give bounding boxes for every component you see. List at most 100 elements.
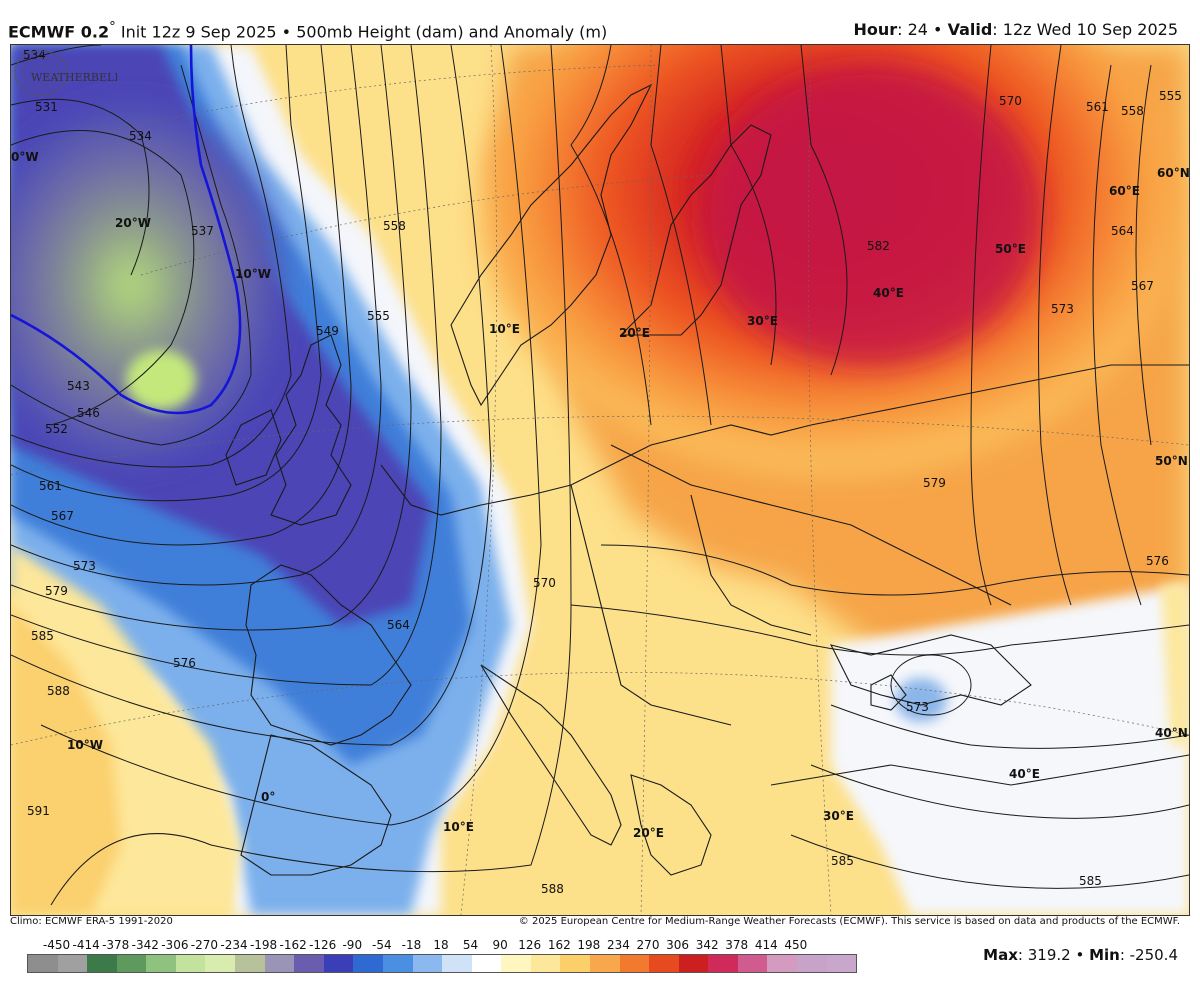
colorbar-swatch [382,955,413,972]
contour-label: 588 [541,882,564,896]
colorbar-swatch [175,955,206,972]
contour-label: 573 [73,559,96,573]
colorbar-swatch [57,955,88,972]
grid-label: 10°W [67,738,103,752]
grid-label: 0° [261,790,275,804]
colorbar-tick-label: -198 [249,938,278,952]
contour-537-highlight [11,45,242,415]
grid-label: 60°E [1109,184,1140,198]
product-name: 500mb Height (dam) and Anomaly (m) [296,22,608,42]
init-time: Init 12z 9 Sep 2025 [115,22,277,42]
contour-label: 555 [1159,89,1182,103]
map-panel: 534 531 534 537 549 555 558 543 546 552 … [10,44,1190,916]
title-bullet: • [276,22,297,42]
colorbar-tick-label: 234 [606,938,630,952]
grid-label: 20°E [633,826,664,840]
copyright-credit: © 2025 European Centre for Medium-Range … [518,916,1180,927]
contour-label: 585 [31,629,54,643]
grid-label: 50°N [1155,454,1188,468]
colorbar-swatch [471,955,502,972]
colorbar-tick-label: -378 [102,938,130,952]
colorbar-swatch [530,955,561,972]
colorbar-swatch [589,955,620,972]
colorbar-swatch [678,955,709,972]
grid-label: 60°N [1157,166,1189,180]
height-contours [11,45,1189,906]
climo-credit: Climo: ECMWF ERA-5 1991-2020 [10,916,173,927]
credits: Climo: ECMWF ERA-5 1991-2020 © 2025 Euro… [10,916,1188,930]
anomaly-shading [11,45,1189,915]
grid-label: 10°E [489,322,520,336]
colorbar-swatch [442,955,472,972]
logo-text: WEATHERBELL [31,71,117,84]
coastlines [225,83,1189,876]
contour-label: 585 [1079,874,1102,888]
contour-label: 588 [47,684,70,698]
colorbar-swatch [412,955,443,972]
contour-label: 573 [1051,302,1074,316]
colorbar-tick-label: 162 [547,938,571,952]
colorbar-tick-label: 90 [492,938,508,952]
colorbar-swatch [826,955,857,972]
grid-label: 30°E [747,314,778,328]
contour-label: 573 [906,700,929,714]
max-min-readout: Max: 319.2 • Min: -250.4 [983,946,1178,964]
colorbar-tick-label: 18 [433,938,449,952]
grid-label: 20°E [619,326,650,340]
contour-label: 582 [867,239,890,253]
valid-bullet: • [927,20,948,39]
colorbar-tick-label: -342 [131,938,159,952]
colorbar-tick-label: -162 [279,938,307,952]
contour-label: 564 [1111,224,1134,238]
colorbar-swatch [767,955,798,972]
grid-label: 0°W [11,150,39,164]
colorbar-swatch [737,955,768,972]
contour-label: 567 [1131,279,1154,293]
colorbar-tick-label: 54 [462,938,479,952]
contour-label: 585 [831,854,854,868]
max-label: Max [983,946,1018,964]
contour-labels: 534 531 534 537 549 555 558 543 546 552 … [23,48,1182,896]
valid-time: Hour: 24 • Valid: 12z Wed 10 Sep 2025 [853,20,1178,39]
colorbar-tick-label: 126 [518,938,542,952]
contour-label: 549 [316,324,339,338]
grid-label: 10°W [235,267,271,281]
contour-label: 570 [999,94,1022,108]
colorbar-tick-label: -450 [42,938,71,952]
grid-label: 10°E [443,820,474,834]
contour-label: 576 [1146,554,1169,568]
grid-labels: 0°W 20°W 10°W 10°E 20°E 30°E 40°E 50°E 6… [11,150,1189,840]
contour-label: 591 [27,804,50,818]
contour-label: 579 [923,476,946,490]
map-title: ECMWF 0.2° Init 12z 9 Sep 2025 • 500mb H… [8,20,607,41]
contour-label: 555 [367,309,390,323]
colorbar-tick-label: 378 [725,938,749,952]
colorbar-swatch [116,955,147,972]
graticule [11,45,1189,915]
grid-label: 40°N [1155,726,1188,740]
max-value: : 319.2 [1017,946,1071,964]
colorbar-tick-label: 270 [636,938,660,952]
colorbar-swatch [323,955,354,972]
contour-label: 558 [383,219,406,233]
header: ECMWF 0.2° Init 12z 9 Sep 2025 • 500mb H… [0,0,1200,44]
colorbar-tick-label: -414 [72,938,100,952]
colorbar-tick-label: -18 [401,938,422,952]
colorbar-tick-label: 306 [666,938,690,952]
degree-sign: ° [109,20,116,35]
contour-label: 576 [173,656,196,670]
colorbar-swatch [501,955,531,972]
colorbar-swatch [649,955,679,972]
contour-label: 564 [387,618,410,632]
grid-label: 40°E [1009,767,1040,781]
colorbar-tick-label: 450 [784,938,808,952]
grid-label: 30°E [823,809,854,823]
model-name: ECMWF 0.2 [8,22,110,42]
grid-label: 20°W [115,216,151,230]
colorbar-tick-label: 342 [695,938,719,952]
grid-label: 50°E [995,242,1026,256]
contour-label: 531 [35,100,58,114]
contour-label: 543 [67,379,90,393]
hour-label: Hour [853,20,898,39]
grid-label: 40°E [873,286,904,300]
